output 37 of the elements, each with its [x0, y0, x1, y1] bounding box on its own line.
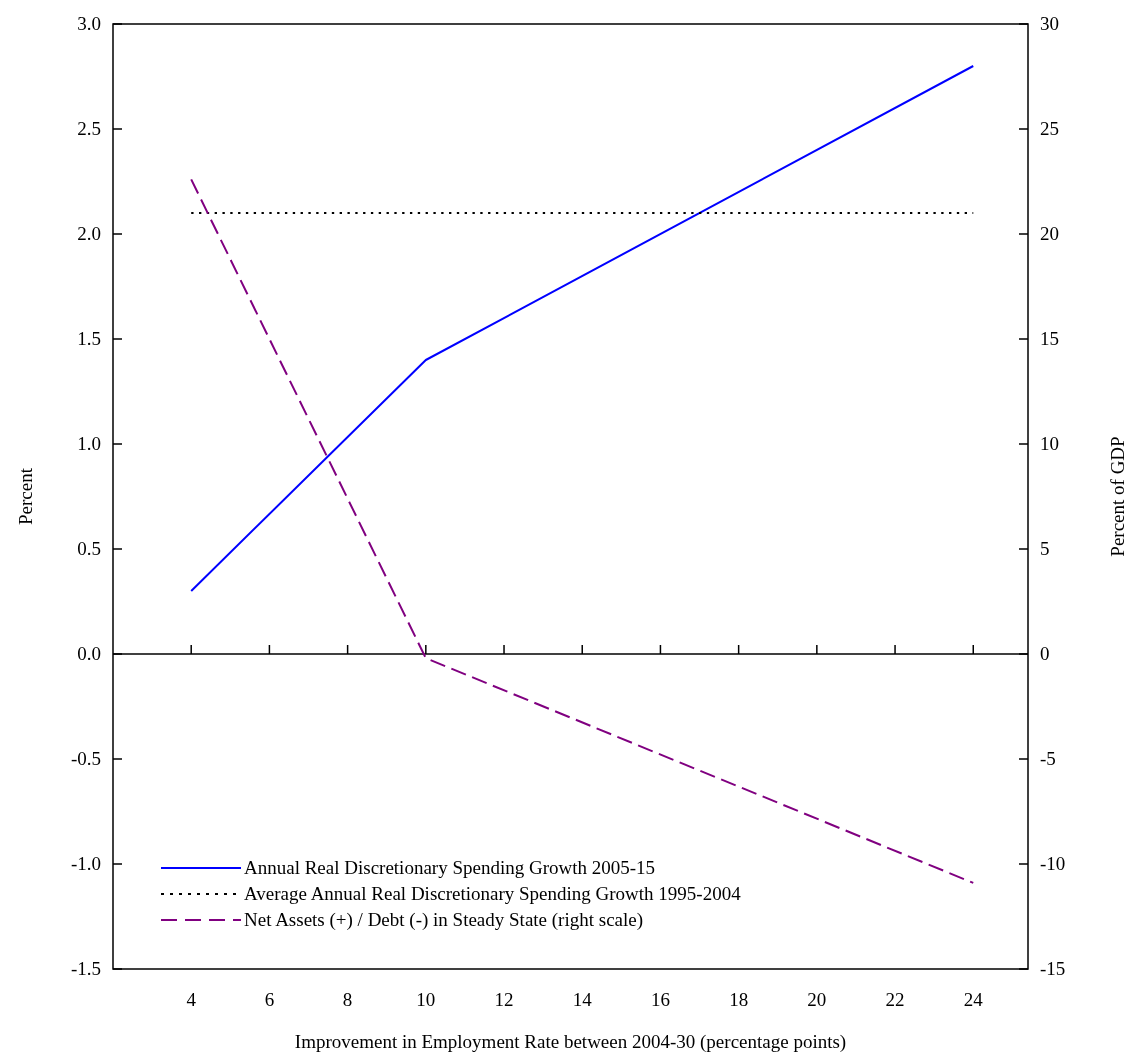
y2-tick-label: 10: [1040, 433, 1059, 454]
x-tick-label: 6: [264, 989, 275, 1010]
x-tick-label: 20: [807, 989, 827, 1010]
x-tick-label: 16: [650, 989, 670, 1010]
y2-tick-label: 5: [1040, 538, 1050, 559]
legend-label: Average Annual Real Discretionary Spending Growth 1995-2004: [244, 883, 742, 904]
x-tick-label: 18: [729, 989, 749, 1010]
y-axis-title: Percent: [15, 467, 36, 525]
x-tick-label: 12: [494, 989, 514, 1010]
x-tick-label: 24: [963, 989, 984, 1010]
y2-tick-label: -5: [1040, 748, 1056, 769]
y-tick-label: 1.5: [77, 328, 101, 349]
y2-axis-title: Percent of GDP: [1107, 436, 1127, 557]
y2-tick-label: 0: [1040, 643, 1050, 664]
x-tick-label: 14: [572, 989, 593, 1010]
y-tick-label: 0.5: [77, 538, 101, 559]
y2-tick-label: 30: [1040, 13, 1059, 34]
y-tick-label: -1.0: [70, 853, 101, 874]
y2-tick-label: 20: [1040, 223, 1059, 244]
y-tick-label: 2.0: [77, 223, 101, 244]
x-tick-label: 10: [416, 989, 436, 1010]
y-tick-label: 0.0: [77, 643, 101, 664]
y-tick-label: 1.0: [77, 433, 101, 454]
y-tick-label: -0.5: [70, 748, 101, 769]
y2-tick-label: -15: [1040, 958, 1066, 979]
legend-label: Annual Real Discretionary Spending Growth 2005-15: [244, 857, 656, 878]
y-tick-label: -1.5: [70, 958, 101, 979]
x-tick-label: 22: [885, 989, 905, 1010]
y-tick-label: 3.0: [77, 13, 101, 34]
y2-tick-label: -10: [1040, 853, 1066, 874]
x-axis-title: Improvement in Employment Rate between 2004-30 (percentage points): [294, 1031, 847, 1053]
y-tick-label: 2.5: [77, 118, 101, 139]
x-tick-label: 4: [186, 989, 197, 1010]
y2-tick-label: 25: [1040, 118, 1059, 139]
x-tick-label: 8: [342, 989, 353, 1010]
legend-label: Net Assets (+) / Debt (-) in Steady State (right scale): [244, 909, 644, 931]
y2-tick-label: 15: [1040, 328, 1059, 349]
